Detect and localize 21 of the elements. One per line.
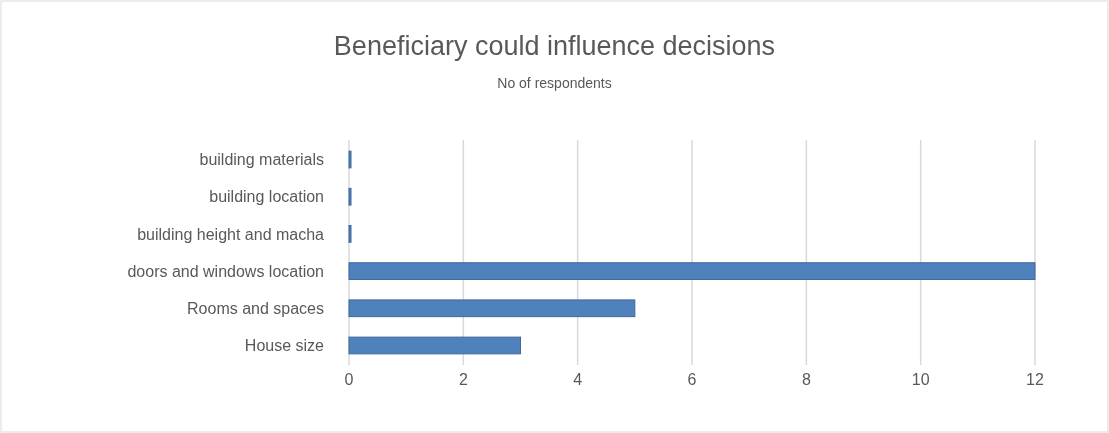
x-tick-label: 2 xyxy=(458,371,468,388)
chart-subtitle: No of respondents xyxy=(497,75,612,91)
x-tick-label: 12 xyxy=(1026,371,1044,388)
y-tick-label: doors and windows location xyxy=(127,262,324,280)
y-tick-label: building location xyxy=(209,188,324,206)
x-tick-label: 6 xyxy=(687,371,697,388)
y-tick-label: building height and macha xyxy=(137,225,325,243)
y-tick-label: Rooms and spaces xyxy=(187,299,324,317)
bar xyxy=(348,262,1036,280)
bar xyxy=(348,150,352,169)
bar xyxy=(348,299,636,318)
x-tick-label: 4 xyxy=(573,371,583,388)
x-tick-label: 10 xyxy=(911,371,930,388)
bar xyxy=(348,187,352,206)
y-tick-label: building materials xyxy=(199,151,324,169)
y-tick-label: House size xyxy=(244,337,325,355)
bar xyxy=(348,225,352,243)
x-tick-label: 8 xyxy=(801,371,811,388)
bar xyxy=(348,336,521,355)
x-tick-label: 0 xyxy=(344,371,354,388)
chart-title: Beneficiary could influence decisions xyxy=(333,31,776,61)
